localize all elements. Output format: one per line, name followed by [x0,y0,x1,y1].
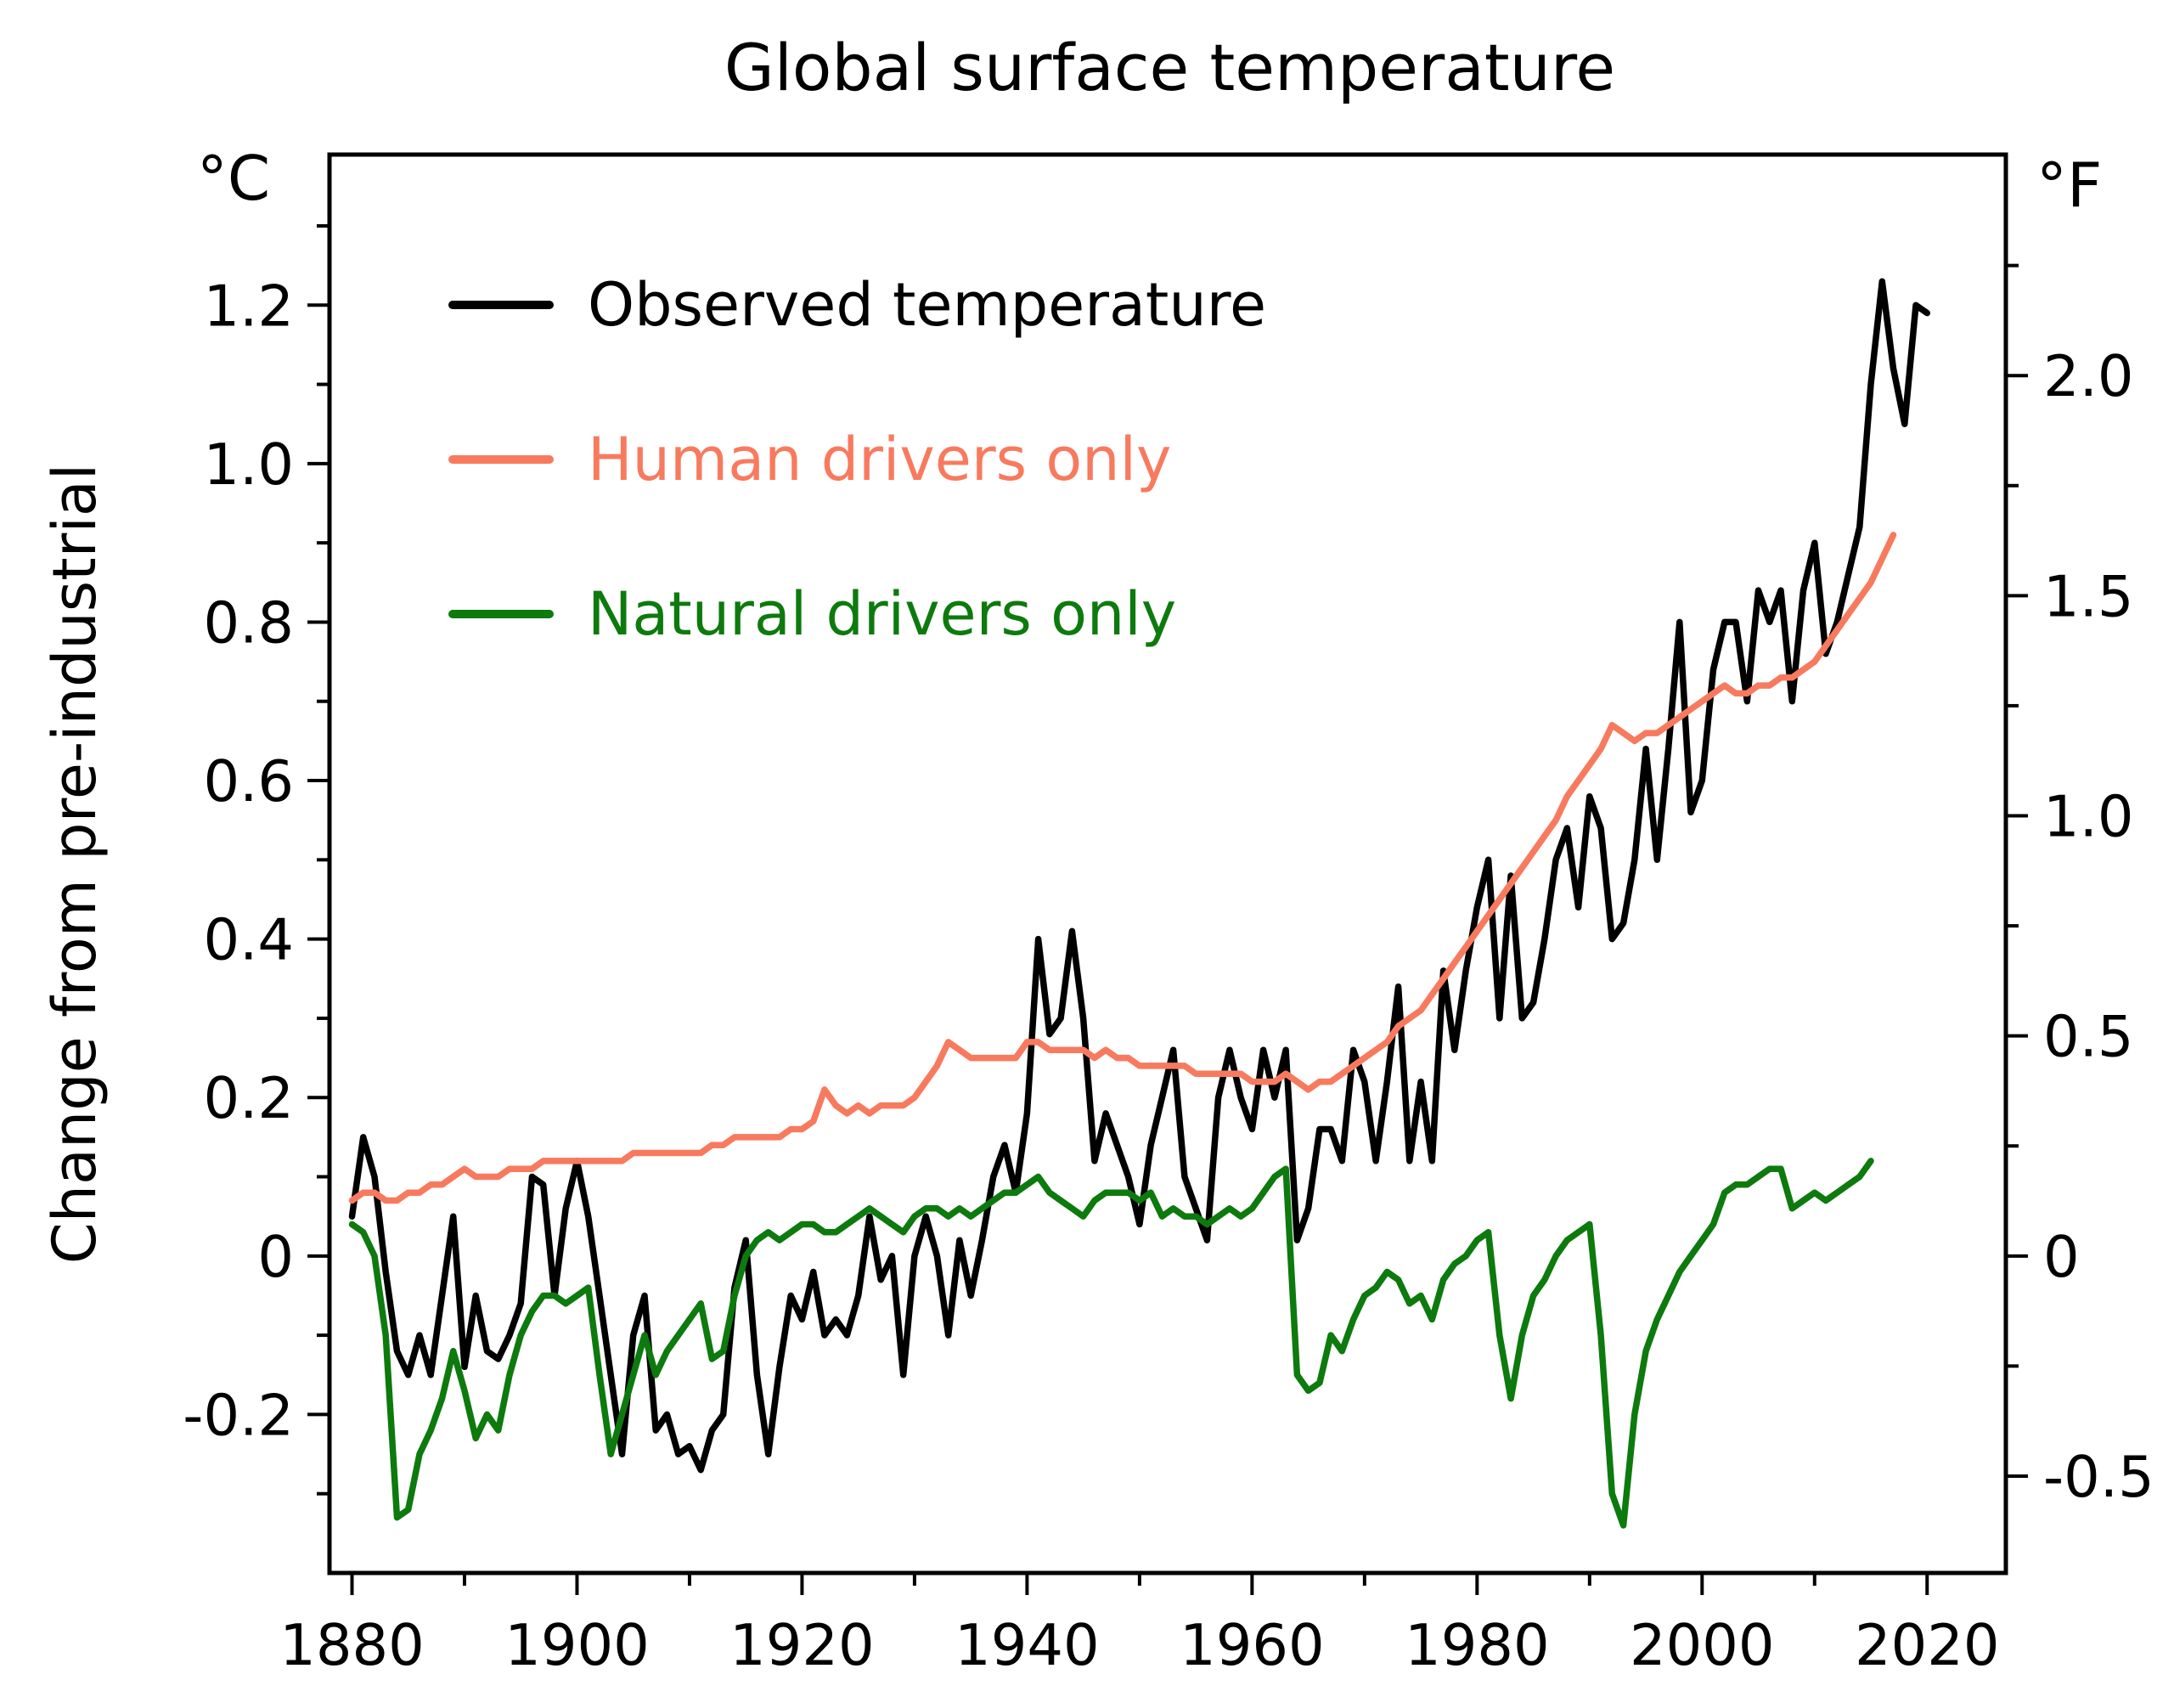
legend-label-observed: Observed temperature [588,270,1267,340]
celsius-unit-label: °C [196,143,271,214]
natural-line-swatch-icon [448,610,554,618]
x-tick-label: 1920 [729,1612,875,1678]
human-line-swatch-icon [448,455,554,464]
y-left-tick-label: 1.2 [203,273,294,339]
series-line-observed-temperature [348,278,1931,1474]
series-line-human-drivers-only [348,532,1897,1204]
y-left-tick-label: 0 [257,1224,294,1290]
y-right-tick-label: 1.5 [2043,563,2134,629]
fahrenheit-unit-label: °F [2036,149,2103,221]
x-tick-label: 1880 [279,1612,425,1678]
x-tick-label: 1940 [955,1612,1100,1678]
y-left-tick-label: -0.2 [183,1382,294,1448]
legend-item-human: Human drivers only [448,382,1266,537]
y-right-tick-label: 2.0 [2043,343,2134,409]
observed-line-swatch-icon [448,301,554,309]
x-tick-label: 1980 [1405,1612,1550,1678]
x-tick-label: 1900 [504,1612,650,1678]
y-left-tick-label: 0.8 [203,589,294,656]
legend-label-human: Human drivers only [588,425,1172,494]
y-right-tick-label: -0.5 [2043,1444,2154,1510]
y-left-tick-label: 1.0 [203,431,294,498]
y-left-tick-label: 0.6 [203,748,294,815]
plot-frame [327,152,2008,1576]
y-right-tick-label: 0 [2043,1224,2080,1290]
x-tick-label: 1960 [1180,1612,1325,1678]
legend-item-natural: Natural drivers only [448,537,1266,691]
y-right-tick-label: 1.0 [2043,784,2134,850]
x-tick-label: 2020 [1855,1612,2000,1678]
legend: Observed temperature Human drivers only … [448,228,1266,691]
chart-title: Global surface temperature [724,30,1616,105]
y-left-tick-label: 0.2 [203,1065,294,1131]
series-line-natural-drivers-only [348,1158,1874,1529]
y-left-tick-label: 0.4 [203,907,294,973]
legend-label-natural: Natural drivers only [588,579,1177,649]
legend-item-observed: Observed temperature [448,228,1266,382]
x-tick-label: 2000 [1630,1612,1775,1678]
y-right-tick-label: 0.5 [2043,1004,2134,1070]
